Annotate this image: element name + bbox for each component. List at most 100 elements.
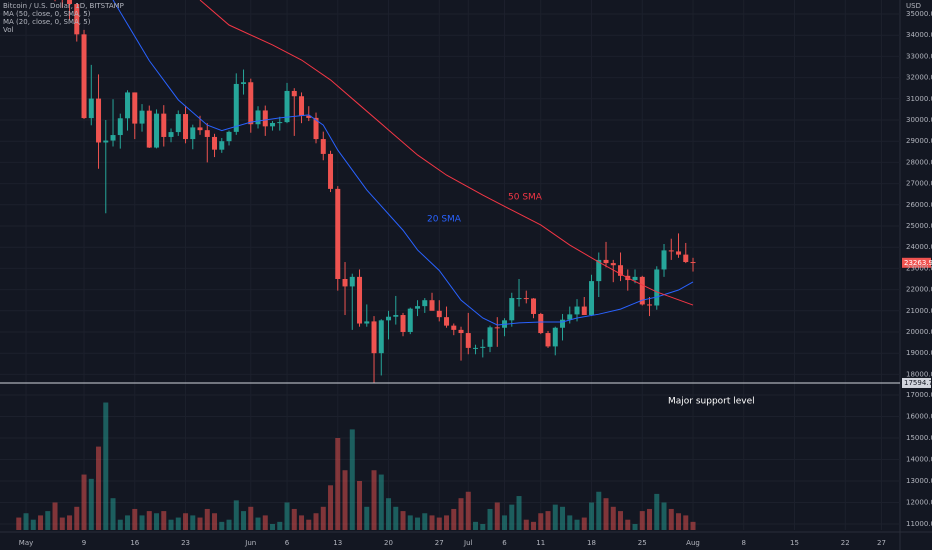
volume-bar <box>103 402 109 530</box>
candle-body <box>639 276 645 305</box>
candle-body <box>291 90 297 97</box>
volume-bar <box>81 474 87 530</box>
volume-bar <box>386 498 392 530</box>
volume-bar <box>538 513 544 530</box>
volume-bar <box>183 513 189 530</box>
volume-bar <box>313 513 319 530</box>
overlay: 20 SMA 50 SMA 17594.78 23263.90 <box>0 193 932 388</box>
volume-bar <box>494 502 500 530</box>
volume-bar <box>444 515 450 530</box>
volume-bar <box>487 508 493 530</box>
candle-body <box>596 259 602 282</box>
candle-body <box>197 127 203 131</box>
volume-bar <box>125 515 131 530</box>
volume-bar <box>23 513 29 530</box>
volume-bar <box>465 491 471 530</box>
y-tick-label: 30000.00 <box>906 116 932 124</box>
volume-bar <box>284 502 290 530</box>
price-pane <box>54 0 696 383</box>
candle-body <box>74 4 80 35</box>
volume-bar <box>96 446 102 530</box>
candle-body <box>110 135 116 141</box>
volume-bar <box>436 517 442 530</box>
volume-bar <box>545 511 551 530</box>
candle-body <box>233 83 239 132</box>
candle-body <box>407 308 413 332</box>
y-tick-label: 28000.00 <box>906 158 932 166</box>
y-tick-label: 33000.00 <box>906 52 932 60</box>
candle-body <box>226 131 232 142</box>
last-price-label: 23263.90 <box>904 259 932 267</box>
volume-bar <box>509 504 515 530</box>
support-price-box <box>902 377 931 388</box>
volume-bar <box>349 429 355 530</box>
candle-body <box>306 115 312 118</box>
legend-item: MA (20, close, 0, SMA, 5) <box>3 18 91 26</box>
volume-bar <box>618 511 624 530</box>
candle-body <box>618 265 624 276</box>
volume-bar <box>146 511 152 530</box>
volume-bar <box>596 491 602 530</box>
volume-bar <box>248 506 254 530</box>
candle-body <box>190 127 196 140</box>
volume-bar <box>168 519 174 530</box>
candle-body <box>610 263 616 266</box>
volume-bar <box>154 513 160 530</box>
support-price-label: 17594.78 <box>904 379 932 387</box>
x-tick-label: 16 <box>130 539 139 547</box>
candle-body <box>668 250 674 252</box>
y-tick-label: 13000.00 <box>906 477 932 485</box>
y-tick-label: 31000.00 <box>906 95 932 103</box>
x-tick-label: 8 <box>742 539 746 547</box>
candle-body <box>552 327 558 347</box>
volume-bar <box>574 519 580 530</box>
candle-body <box>81 34 87 119</box>
candle-body <box>436 310 442 318</box>
y-tick-label: 23000.00 <box>906 264 932 272</box>
candle-body <box>270 122 276 127</box>
candle-body <box>444 317 450 326</box>
x-tick-label: 20 <box>384 539 393 547</box>
candle-body <box>320 139 326 154</box>
candle-body <box>661 250 667 270</box>
volume-bar <box>212 513 218 530</box>
volume-bar <box>255 517 261 530</box>
candle-body <box>299 96 305 116</box>
volume-bar <box>132 508 138 530</box>
y-tick-label: 34000.00 <box>906 31 932 39</box>
x-tick-label: 18 <box>587 539 596 547</box>
candle-body <box>422 300 428 307</box>
x-tick-label: 27 <box>435 539 444 547</box>
y-tick-label: 25000.00 <box>906 222 932 230</box>
volume-bar <box>422 513 428 530</box>
volume-bar <box>567 515 573 530</box>
candle-body <box>589 281 595 316</box>
candle-body <box>400 315 406 332</box>
x-tick-label: 22 <box>841 539 850 547</box>
x-tick-label: Aug <box>686 539 700 547</box>
volume-bar <box>204 508 210 530</box>
candle-body <box>386 316 392 321</box>
candle-body <box>560 319 566 328</box>
candle-body <box>349 276 355 287</box>
candle-body <box>603 259 609 264</box>
candle-body <box>567 314 573 320</box>
candle-body <box>313 117 319 140</box>
volume-bar <box>328 485 334 530</box>
candle-body <box>335 188 341 279</box>
candle-body <box>255 110 261 125</box>
candle-body <box>183 114 189 140</box>
annotation: 20 SMA <box>427 215 462 225</box>
candle-body <box>581 306 587 316</box>
volume-bar <box>30 519 36 530</box>
candle-body <box>393 315 399 317</box>
candle-body <box>415 306 421 309</box>
y-tick-label: 26000.00 <box>906 201 932 209</box>
candle-body <box>538 313 544 334</box>
volume-bar <box>277 521 283 530</box>
x-tick-label: 13 <box>333 539 342 547</box>
candle-body <box>523 298 529 300</box>
grid <box>0 0 900 530</box>
